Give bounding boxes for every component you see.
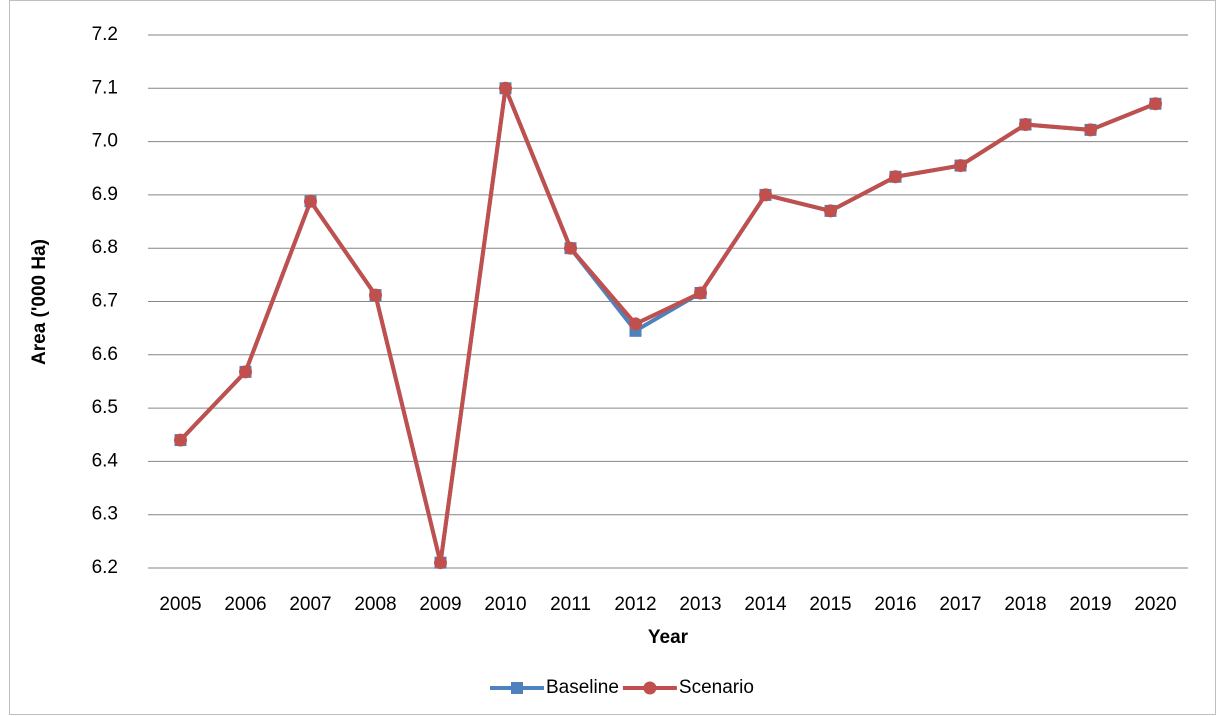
data-point: [824, 204, 837, 218]
legend-label: Baseline: [546, 677, 619, 698]
x-tick-label: 2017: [939, 594, 981, 615]
y-axis-title: Area ('000 Ha): [29, 239, 50, 365]
legend-marker: [511, 682, 523, 694]
data-point: [1084, 123, 1097, 137]
series-line: [179, 86, 1157, 565]
data-point: [304, 194, 317, 208]
y-tick-label: 6.7: [92, 291, 118, 312]
data-point: [499, 81, 512, 95]
data-point: [629, 317, 642, 331]
y-tick-label: 7.0: [92, 131, 118, 152]
y-tick-label: 6.9: [92, 184, 118, 205]
data-point: [694, 286, 707, 300]
y-tick-label: 6.2: [92, 557, 118, 578]
data-point: [1149, 97, 1162, 111]
x-tick-label: 2019: [1069, 594, 1111, 615]
data-point: [564, 241, 577, 255]
y-tick-label: 7.2: [92, 24, 118, 45]
x-tick-label: 2007: [289, 594, 331, 615]
y-tick-label: 6.3: [92, 504, 118, 525]
x-tick-label: 2012: [614, 594, 656, 615]
legend-label: Scenario: [679, 677, 754, 698]
x-tick-label: 2008: [354, 594, 396, 615]
y-tick-label: 7.1: [92, 77, 118, 98]
x-tick-label: 2005: [159, 594, 201, 615]
x-tick-label: 2015: [809, 594, 851, 615]
x-tick-label: 2020: [1134, 594, 1176, 615]
x-tick-label: 2006: [224, 594, 266, 615]
x-tick-label: 2009: [419, 594, 461, 615]
data-point: [174, 433, 187, 447]
data-point: [239, 365, 252, 379]
x-axis-title: Year: [648, 627, 689, 648]
x-tick-label: 2014: [744, 594, 787, 615]
y-tick-label: 6.6: [92, 344, 118, 365]
x-tick-label: 2018: [1004, 594, 1046, 615]
y-tick-label: 6.4: [92, 450, 119, 471]
data-point: [434, 556, 447, 570]
x-tick-label: 2010: [484, 594, 526, 615]
y-tick-label: 6.5: [92, 397, 118, 418]
data-point: [889, 170, 902, 184]
series-line: [179, 86, 1157, 565]
legend-marker: [643, 681, 657, 695]
data-point: [369, 288, 382, 302]
data-point: [1019, 118, 1032, 132]
data-point: [954, 159, 967, 173]
x-tick-label: 2013: [679, 594, 721, 615]
x-tick-label: 2016: [874, 594, 916, 615]
x-tick-label: 2011: [550, 594, 591, 615]
data-point: [759, 188, 772, 202]
y-tick-label: 6.8: [92, 237, 118, 258]
